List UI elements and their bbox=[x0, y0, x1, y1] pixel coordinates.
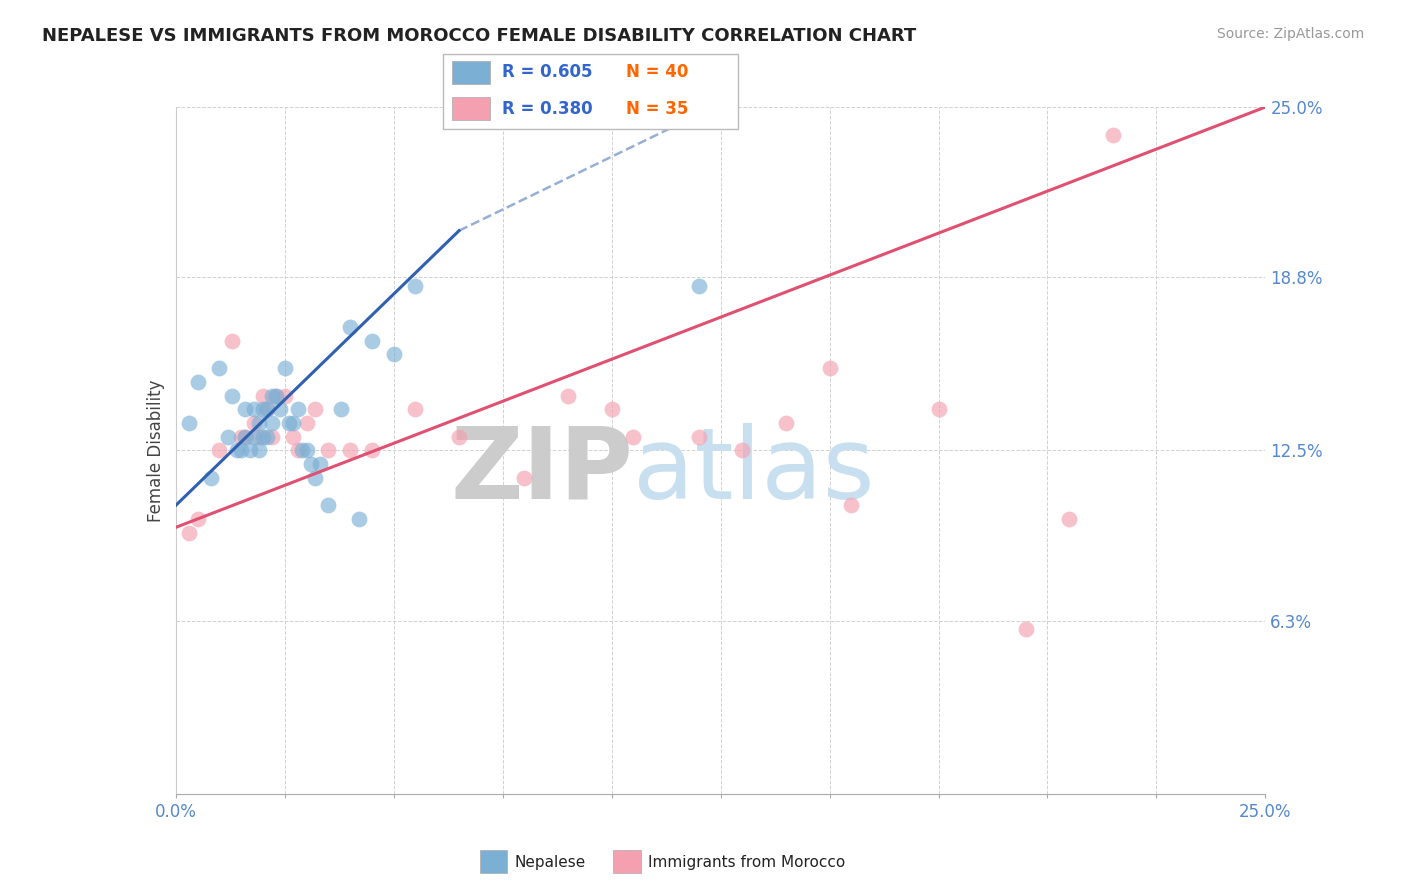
Text: R = 0.380: R = 0.380 bbox=[502, 100, 592, 118]
Point bbox=[731, 443, 754, 458]
Point bbox=[818, 361, 841, 376]
Point bbox=[186, 375, 209, 389]
Text: ZIP: ZIP bbox=[450, 423, 633, 519]
Text: atlas: atlas bbox=[633, 423, 875, 519]
Point bbox=[287, 443, 309, 458]
Point bbox=[405, 278, 427, 293]
Point bbox=[299, 457, 322, 471]
Point bbox=[260, 430, 283, 444]
Point bbox=[235, 430, 257, 444]
Point bbox=[291, 443, 314, 458]
Point bbox=[308, 457, 330, 471]
Point bbox=[382, 347, 405, 361]
Point bbox=[283, 416, 305, 430]
Point bbox=[339, 443, 361, 458]
Point bbox=[330, 402, 353, 417]
Point bbox=[239, 443, 262, 458]
Point bbox=[295, 443, 318, 458]
Bar bbox=[451, 97, 491, 120]
Point bbox=[621, 430, 644, 444]
Point bbox=[231, 443, 253, 458]
Text: R = 0.605: R = 0.605 bbox=[502, 63, 592, 81]
Point bbox=[269, 402, 291, 417]
Point bbox=[278, 416, 301, 430]
Point bbox=[243, 416, 266, 430]
Point bbox=[360, 334, 382, 348]
Point bbox=[247, 416, 270, 430]
Point bbox=[841, 499, 863, 513]
Point bbox=[318, 443, 340, 458]
Point bbox=[186, 512, 209, 526]
Point bbox=[231, 430, 253, 444]
Point bbox=[252, 430, 274, 444]
Point bbox=[208, 443, 231, 458]
Point bbox=[600, 402, 623, 417]
Point bbox=[347, 512, 370, 526]
Point bbox=[177, 416, 200, 430]
Point bbox=[243, 402, 266, 417]
Text: Source: ZipAtlas.com: Source: ZipAtlas.com bbox=[1216, 27, 1364, 41]
Point bbox=[247, 430, 270, 444]
Point bbox=[260, 416, 283, 430]
Point bbox=[283, 430, 305, 444]
Point bbox=[1057, 512, 1080, 526]
Point bbox=[221, 334, 243, 348]
Point bbox=[225, 443, 247, 458]
Point bbox=[252, 402, 274, 417]
Point bbox=[295, 416, 318, 430]
Point bbox=[252, 388, 274, 402]
Text: Immigrants from Morocco: Immigrants from Morocco bbox=[648, 855, 845, 870]
Point bbox=[247, 443, 270, 458]
Point bbox=[274, 361, 297, 376]
Point bbox=[928, 402, 950, 417]
Point bbox=[235, 402, 257, 417]
Point bbox=[318, 499, 340, 513]
Point bbox=[221, 388, 243, 402]
Point bbox=[360, 443, 382, 458]
Point bbox=[447, 430, 470, 444]
Point bbox=[557, 388, 579, 402]
Point bbox=[405, 402, 427, 417]
Point bbox=[339, 319, 361, 334]
Point bbox=[1102, 128, 1125, 142]
Point bbox=[256, 402, 278, 417]
Point bbox=[688, 430, 710, 444]
Point bbox=[217, 430, 239, 444]
Point bbox=[264, 388, 287, 402]
Bar bbox=[451, 62, 491, 84]
Point bbox=[177, 525, 200, 540]
Point bbox=[513, 471, 536, 485]
Point bbox=[256, 430, 278, 444]
Point bbox=[1015, 622, 1038, 636]
Point bbox=[260, 388, 283, 402]
Text: N = 40: N = 40 bbox=[626, 63, 689, 81]
Text: NEPALESE VS IMMIGRANTS FROM MOROCCO FEMALE DISABILITY CORRELATION CHART: NEPALESE VS IMMIGRANTS FROM MOROCCO FEMA… bbox=[42, 27, 917, 45]
Point bbox=[235, 430, 257, 444]
Point bbox=[274, 388, 297, 402]
Point bbox=[200, 471, 222, 485]
Text: N = 35: N = 35 bbox=[626, 100, 689, 118]
Point bbox=[775, 416, 797, 430]
Text: Nepalese: Nepalese bbox=[515, 855, 586, 870]
Point bbox=[304, 471, 326, 485]
Y-axis label: Female Disability: Female Disability bbox=[146, 379, 165, 522]
Point bbox=[264, 388, 287, 402]
Point bbox=[208, 361, 231, 376]
FancyBboxPatch shape bbox=[443, 54, 738, 129]
Point bbox=[304, 402, 326, 417]
Point bbox=[243, 430, 266, 444]
Point bbox=[287, 402, 309, 417]
Point bbox=[256, 402, 278, 417]
Point bbox=[688, 278, 710, 293]
